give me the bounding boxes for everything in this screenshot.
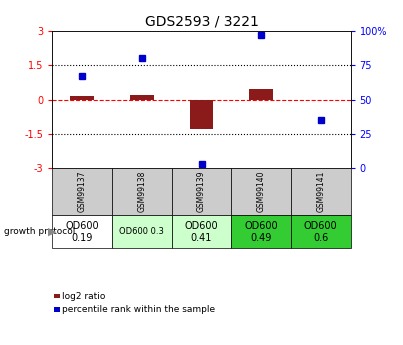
Text: OD600
0.6: OD600 0.6 [304, 221, 338, 243]
Text: OD600
0.41: OD600 0.41 [185, 221, 218, 243]
Title: GDS2593 / 3221: GDS2593 / 3221 [145, 14, 258, 29]
Bar [231, 215, 291, 248]
Text: growth protocol: growth protocol [4, 227, 75, 236]
Bar [172, 168, 231, 215]
Bar [189, 100, 214, 129]
Bar [231, 168, 291, 215]
Bar [291, 168, 351, 215]
Bar [52, 168, 112, 215]
Text: log2 ratio: log2 ratio [62, 292, 106, 300]
Text: GSM99140: GSM99140 [257, 171, 266, 213]
Bar [112, 168, 172, 215]
Bar [291, 215, 351, 248]
Text: ▶: ▶ [48, 227, 56, 237]
Text: GSM99139: GSM99139 [197, 171, 206, 213]
Text: percentile rank within the sample: percentile rank within the sample [62, 305, 216, 314]
Bar [249, 89, 273, 100]
Text: GSM99137: GSM99137 [78, 171, 87, 213]
Bar [70, 96, 94, 100]
Text: OD600
0.19: OD600 0.19 [65, 221, 99, 243]
Text: OD600 0.3: OD600 0.3 [119, 227, 164, 236]
Bar [112, 215, 172, 248]
Text: GSM99138: GSM99138 [137, 171, 146, 212]
Bar [52, 215, 112, 248]
Text: GSM99141: GSM99141 [316, 171, 325, 212]
Text: OD600
0.49: OD600 0.49 [244, 221, 278, 243]
Bar [130, 95, 154, 100]
Bar [172, 215, 231, 248]
